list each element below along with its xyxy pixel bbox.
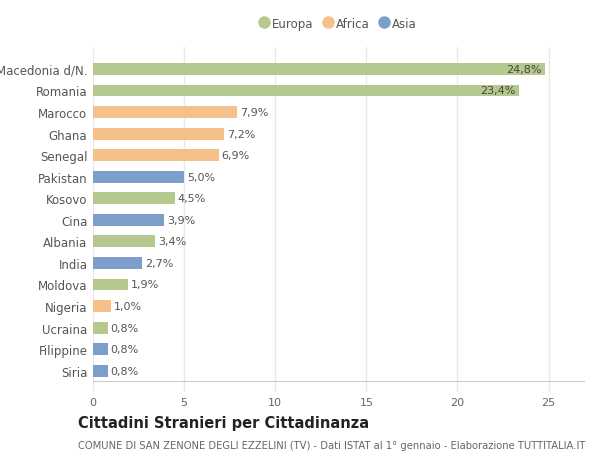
Bar [93, 193, 175, 205]
Text: 1,0%: 1,0% [114, 302, 142, 311]
Text: 0,8%: 0,8% [110, 344, 139, 354]
Bar [93, 365, 107, 377]
Bar [93, 171, 184, 183]
Bar [93, 129, 224, 140]
Bar [93, 322, 107, 334]
Text: 4,5%: 4,5% [178, 194, 206, 204]
Legend: Europa, Africa, Asia: Europa, Africa, Asia [257, 13, 421, 35]
Bar [93, 301, 111, 312]
Text: 0,8%: 0,8% [110, 366, 139, 376]
Bar [93, 257, 142, 269]
Text: 24,8%: 24,8% [506, 65, 541, 75]
Bar [93, 85, 520, 97]
Text: 6,9%: 6,9% [221, 151, 250, 161]
Text: Cittadini Stranieri per Cittadinanza: Cittadini Stranieri per Cittadinanza [78, 415, 369, 431]
Text: 0,8%: 0,8% [110, 323, 139, 333]
Text: 3,4%: 3,4% [158, 237, 186, 247]
Text: 7,9%: 7,9% [239, 108, 268, 118]
Bar [93, 107, 237, 119]
Text: 5,0%: 5,0% [187, 172, 215, 182]
Text: 7,2%: 7,2% [227, 129, 256, 139]
Bar [93, 150, 219, 162]
Bar [93, 279, 128, 291]
Bar [93, 343, 107, 355]
Text: COMUNE DI SAN ZENONE DEGLI EZZELINI (TV) - Dati ISTAT al 1° gennaio - Elaborazio: COMUNE DI SAN ZENONE DEGLI EZZELINI (TV)… [78, 440, 586, 450]
Text: 2,7%: 2,7% [145, 258, 173, 269]
Bar [93, 236, 155, 248]
Bar [93, 64, 545, 76]
Text: 3,9%: 3,9% [167, 215, 195, 225]
Bar [93, 214, 164, 226]
Text: 23,4%: 23,4% [481, 86, 516, 96]
Text: 1,9%: 1,9% [130, 280, 158, 290]
